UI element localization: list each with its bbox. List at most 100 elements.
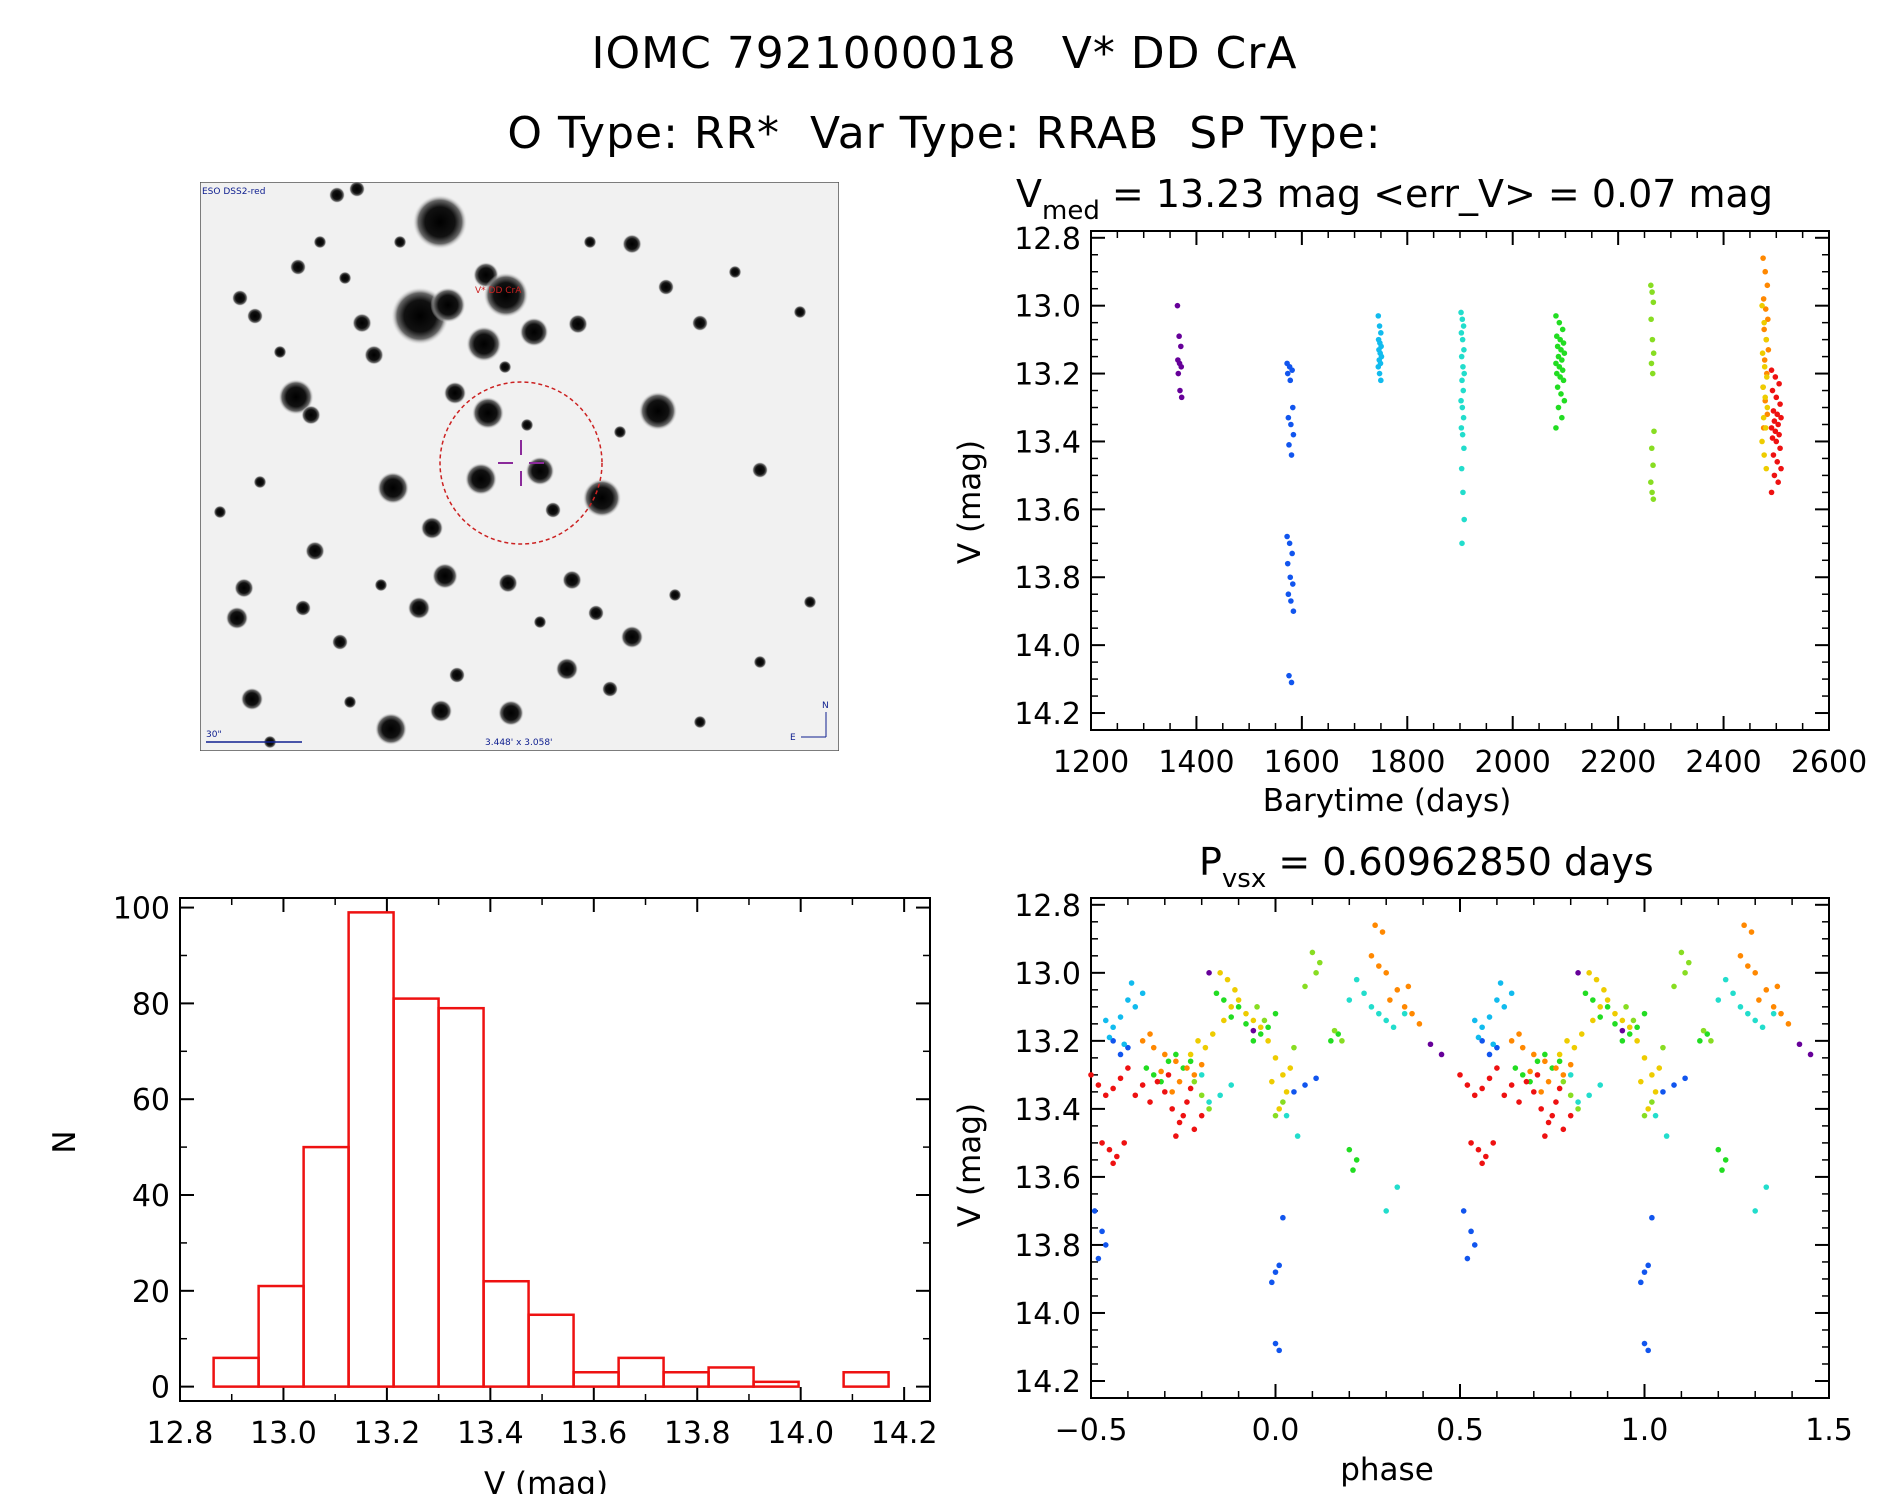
phased-point xyxy=(1390,1024,1397,1031)
phased-point xyxy=(1468,1140,1474,1146)
star xyxy=(753,655,767,669)
lightcurve-point xyxy=(1648,479,1654,485)
phased-point xyxy=(1173,1051,1179,1058)
phased-point xyxy=(1313,1075,1319,1082)
phased-point xyxy=(1715,1146,1722,1153)
lightcurve-point xyxy=(1553,360,1559,367)
histogram-bar xyxy=(482,1279,530,1388)
lightcurve-point xyxy=(1770,408,1777,414)
lightcurve-point xyxy=(1761,452,1767,458)
star xyxy=(545,502,561,518)
phased-point xyxy=(1560,1126,1567,1133)
phased-point xyxy=(1652,1112,1659,1119)
lightcurve-point xyxy=(1650,496,1657,502)
lightcurve-point xyxy=(1288,679,1295,686)
lightcurve-point xyxy=(1554,384,1561,390)
phased-point xyxy=(1567,1061,1574,1068)
lightcurve-point xyxy=(1375,313,1382,319)
star xyxy=(602,681,618,697)
lightcurve-point xyxy=(1559,367,1566,373)
x-tick-label: 14.0 xyxy=(767,1416,834,1451)
lightcurve-point xyxy=(1559,414,1565,421)
phased-point xyxy=(1682,1075,1688,1082)
lightcurve-point xyxy=(1762,394,1769,401)
lightcurve-point xyxy=(1175,370,1182,377)
phased-point xyxy=(1280,1214,1286,1221)
lightcurve-point xyxy=(1649,289,1655,295)
star xyxy=(374,578,388,592)
y-tick-label: 14.2 xyxy=(1014,1365,1081,1400)
lightcurve-point xyxy=(1458,425,1465,431)
phased-point xyxy=(1759,1024,1766,1031)
phased-point xyxy=(1578,1031,1585,1037)
y-tick-label: 13.2 xyxy=(1014,358,1081,393)
chart-title: IOMC 7921000018 V* DD CrA xyxy=(591,28,1298,79)
lightcurve-point xyxy=(1560,377,1567,384)
phased-point xyxy=(1645,1106,1651,1112)
lightcurve-point xyxy=(1461,516,1468,523)
phased-point xyxy=(1590,1017,1596,1024)
lightcurve-point xyxy=(1285,414,1292,421)
lightcurve-point xyxy=(1777,401,1783,407)
star xyxy=(752,462,768,478)
lightcurve-point xyxy=(1556,319,1563,326)
lightcurve-point xyxy=(1648,282,1654,289)
phased-point xyxy=(1302,983,1308,990)
lightcurve-point xyxy=(1765,347,1772,353)
phased-point xyxy=(1612,1021,1618,1027)
phased-point xyxy=(1457,1072,1463,1078)
phased-point xyxy=(1265,1024,1271,1031)
y-tick-label: 13.4 xyxy=(1014,1093,1081,1128)
lightcurve-point xyxy=(1761,363,1768,370)
phased-point xyxy=(1619,1027,1626,1034)
lightcurve-point xyxy=(1774,459,1781,465)
phased-point xyxy=(1121,1041,1128,1048)
phased-point xyxy=(1198,1112,1205,1119)
lightcurve-point xyxy=(1557,336,1563,343)
lightcurve-point xyxy=(1460,387,1467,394)
phased-point xyxy=(1567,1072,1574,1078)
phased-point xyxy=(1567,1112,1574,1119)
phased-point xyxy=(1147,1031,1153,1037)
phased-point xyxy=(1774,983,1781,990)
phased-point xyxy=(1542,1133,1548,1139)
lightcurve-point xyxy=(1555,353,1562,360)
phased-point xyxy=(1752,1208,1758,1214)
phased-point xyxy=(1796,1041,1803,1048)
phased-point xyxy=(1586,1092,1592,1099)
phased-point xyxy=(1590,997,1596,1003)
phased-point xyxy=(1556,1085,1563,1092)
phased-point xyxy=(1095,1082,1102,1088)
phased-title-rest: = 0.60962850 days xyxy=(1266,840,1653,884)
lightcurve-point xyxy=(1650,299,1657,306)
lightcurve-point xyxy=(1649,336,1656,343)
phased-point xyxy=(1737,1004,1744,1010)
lightcurve-point xyxy=(1775,479,1781,485)
phased-point xyxy=(1243,1021,1249,1027)
lightcurve-point xyxy=(1768,367,1775,373)
phased-point xyxy=(1128,980,1135,986)
phased-point xyxy=(1368,953,1375,959)
lightcurve-point xyxy=(1459,404,1466,411)
star xyxy=(728,265,742,279)
phased-point xyxy=(1250,1027,1257,1034)
phased-point xyxy=(1353,976,1360,983)
phased-point xyxy=(1623,1004,1629,1010)
star xyxy=(613,425,627,439)
phased-point xyxy=(1556,1051,1563,1058)
star xyxy=(555,657,579,681)
lightcurve-point xyxy=(1763,374,1770,380)
phased-point xyxy=(1490,1140,1497,1146)
phased-point xyxy=(1346,1146,1353,1153)
star xyxy=(377,472,409,504)
histogram-bar xyxy=(212,1356,260,1388)
y-tick-label: 13.8 xyxy=(1014,561,1081,596)
lightcurve-point xyxy=(1289,367,1295,373)
lightcurve-point xyxy=(1561,397,1568,404)
lightcurve-point xyxy=(1176,333,1182,340)
phased-point xyxy=(1272,1055,1279,1061)
lightcurve-point xyxy=(1777,445,1783,452)
phased-point xyxy=(1139,1082,1146,1088)
star xyxy=(465,463,497,495)
star xyxy=(407,596,431,620)
